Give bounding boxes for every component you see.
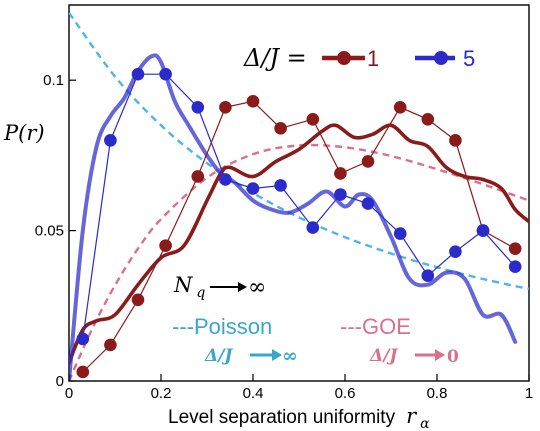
series-1-point [421,113,435,126]
series-1-marker-line [82,100,516,373]
series-5-marker-line [82,73,516,339]
series-5-smooth-line [69,53,518,381]
series-1-point [274,122,287,135]
series-5-point [508,260,522,273]
series-1-point [393,100,407,114]
x-tick-label: 0.2 [151,385,172,402]
series-5-point [449,245,462,258]
x-tick-label: 0 [65,385,73,402]
goe-arrow-head [435,349,445,361]
marker-series [76,67,522,379]
series-5-point [361,197,375,210]
series-1-point [104,338,117,352]
limit-label: N q [173,273,205,301]
goe-label: ---GOE [340,314,411,339]
series-1-point [76,365,90,379]
legend-label-1: 1 [367,46,379,71]
legend-entry-2: 5 [415,46,475,71]
series-1-point [159,239,172,252]
series-5-point [159,67,172,81]
limit-label-sub: q [196,285,205,301]
series-5-point [421,269,435,283]
y-tick-label: 0 [56,373,64,390]
series-5-point [191,100,205,114]
series-5-point [393,227,407,240]
legend: Δ/J = 1 5 [243,44,475,72]
x-tick-label: 0.8 [427,385,448,402]
series-1-point [508,242,522,255]
series-1-point [361,155,375,168]
legend-entry-1: 1 [322,46,379,71]
goe-cond: Δ/J [369,346,398,366]
series-1-point [306,113,320,126]
series-1-point [219,100,232,114]
x-axis-label-text: Level separation uniformity [168,407,396,428]
x-axis-symbol-sub: α [420,416,430,431]
axis-ticks: 0 0.2 0.4 0.6 0.8 1 0 0.05 0.1 [35,72,533,402]
y-axis-label: P(r) [3,121,45,145]
plot-frame [68,4,530,382]
poisson-cond: Δ/J [204,346,233,366]
series-5-point [306,221,320,234]
x-tick-label: 0.6 [335,385,356,402]
y-tick-label: 0.1 [43,72,64,89]
legend-marker-2 [434,51,448,65]
series-1-point [334,167,347,180]
poisson-cond-target: ∞ [282,345,298,367]
poisson-label: ---Poisson [172,314,272,339]
series-5-point [274,179,287,192]
x-axis-symbol: r [406,404,418,428]
series-5-point [76,332,90,346]
goe-curve [69,143,529,381]
limit-label-n: N [173,273,193,297]
series-5-point [131,67,145,81]
limit-arrow-head [238,282,247,292]
legend-label-2: 5 [463,46,475,71]
series-5-point [334,188,347,201]
series-5-point [104,134,117,147]
legend-title: Δ/J = [243,44,307,72]
series-1-point [246,94,260,108]
poisson-annotation: ---Poisson Δ/J ∞ [172,314,298,367]
y-tick-label: 0.05 [35,223,64,240]
series-1-smooth-line [69,123,529,365]
series-5-point [476,224,490,237]
series-5-point [246,182,260,195]
series-5-point [219,173,232,186]
smooth-curves [69,53,529,381]
x-tick-label: 0.4 [243,385,264,402]
series-1-point [449,134,462,147]
goe-annotation: ---GOE Δ/J 0 [340,314,459,367]
goe-cond-target: 0 [447,347,459,367]
legend-marker-1 [337,51,351,65]
x-tick-label: 1 [525,385,533,402]
x-axis-label: Level separation uniformity r α [168,404,430,431]
limit-target: ∞ [248,275,266,300]
series-1-point [131,293,145,307]
poisson-arrow-head [272,349,282,361]
series-1-point [191,170,205,183]
limit-annotation: N q ∞ [173,273,266,301]
